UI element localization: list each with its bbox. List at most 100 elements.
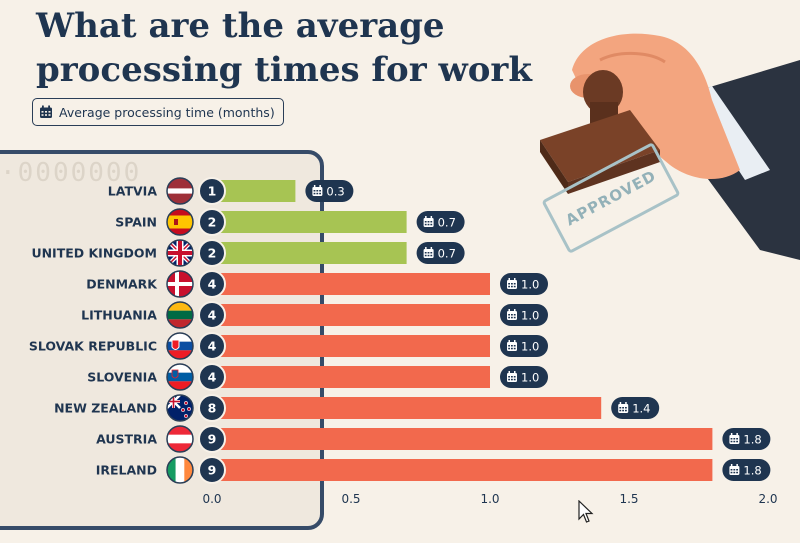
bar	[212, 366, 490, 388]
rank-label: 2	[208, 215, 217, 230]
rank-badge: 4	[198, 363, 226, 391]
calendar-icon	[312, 185, 323, 196]
value-badge: 0.3	[305, 180, 354, 202]
bar-row: SLOVAK REPUBLIC 4 1.0	[29, 332, 548, 360]
calendar-icon	[423, 247, 434, 258]
rank-label: 9	[208, 432, 217, 447]
mouse-cursor-icon	[578, 500, 594, 523]
rank-badge: 2	[198, 239, 226, 267]
latvia-flag-icon	[166, 177, 194, 205]
rank-badge: 8	[198, 394, 226, 422]
bar	[212, 273, 490, 295]
rank-badge: 9	[198, 425, 226, 453]
rank-label: 2	[208, 246, 217, 261]
value-label: 0.7	[438, 247, 456, 261]
ireland-flag-icon	[166, 456, 194, 484]
value-badge: 0.7	[416, 242, 465, 264]
calendar-icon	[507, 371, 517, 382]
bar	[212, 242, 407, 264]
rank-badge: 1	[198, 177, 226, 205]
new-zealand-flag-icon	[166, 394, 194, 422]
united-kingdom-flag-icon	[166, 239, 194, 267]
bar-row: AUSTRIA 9 1.8	[96, 425, 771, 453]
value-label: 1.0	[521, 371, 539, 385]
legend-label: Average processing time (months)	[59, 104, 275, 120]
category-label: UNITED KINGDOM	[31, 246, 157, 261]
bar-row: SLOVENIA 4 1.0	[87, 363, 548, 391]
value-label: 1.0	[521, 278, 539, 292]
category-label: SLOVAK REPUBLIC	[29, 339, 157, 354]
value-label: 1.8	[743, 433, 761, 447]
x-tick-label: 1.5	[619, 492, 638, 506]
rank-label: 4	[208, 308, 217, 323]
category-label: DENMARK	[86, 277, 158, 292]
x-tick-label: 2.0	[758, 492, 777, 506]
value-label: 1.4	[632, 402, 650, 416]
value-badge: 1.0	[500, 304, 548, 326]
bar-row: LATVIA 1 0.3	[108, 177, 354, 205]
value-label: 1.8	[743, 464, 761, 478]
bar	[212, 335, 490, 357]
value-label: 0.7	[438, 216, 456, 230]
slovenia-flag-icon	[166, 363, 194, 391]
calendar-icon	[507, 278, 517, 289]
passport-pattern: ·0000000	[0, 158, 142, 188]
category-label: LITHUANIA	[81, 308, 157, 323]
category-label: AUSTRIA	[96, 432, 157, 447]
austria-flag-icon	[166, 425, 194, 453]
calendar-icon	[507, 340, 517, 351]
rank-label: 4	[208, 277, 217, 292]
value-badge: 0.7	[416, 211, 465, 233]
bar-row: SPAIN 2 0.7	[115, 208, 465, 236]
x-tick-label: 1.0	[480, 492, 499, 506]
category-label: LATVIA	[108, 184, 158, 199]
lithuania-flag-icon	[166, 301, 194, 329]
calendar-icon	[40, 105, 52, 118]
calendar-icon	[423, 216, 434, 227]
bar	[212, 211, 407, 233]
category-label: SLOVENIA	[87, 370, 157, 385]
value-label: 1.0	[521, 340, 539, 354]
rank-badge: 9	[198, 456, 226, 484]
value-badge: 1.8	[722, 459, 771, 481]
value-badge: 1.4	[611, 397, 660, 419]
value-badge: 1.8	[722, 428, 771, 450]
x-tick-label: 0.0	[202, 492, 221, 506]
rank-label: 9	[208, 463, 217, 478]
value-badge: 1.0	[500, 366, 548, 388]
value-badge: 1.0	[500, 273, 548, 295]
rank-label: 4	[208, 370, 217, 385]
bar-row: IRELAND 9 1.8	[96, 456, 771, 484]
rank-badge: 4	[198, 332, 226, 360]
category-label: NEW ZEALAND	[54, 401, 157, 416]
bar-row: UNITED KINGDOM 2 0.7	[31, 239, 465, 267]
rank-label: 4	[208, 339, 217, 354]
rank-badge: 4	[198, 301, 226, 329]
slovakia-flag-icon	[166, 332, 194, 360]
rank-badge: 2	[198, 208, 226, 236]
rank-badge: 4	[198, 270, 226, 298]
bar-row: LITHUANIA 4 1.0	[81, 301, 548, 329]
legend: Average processing time (months)	[32, 98, 284, 126]
value-label: 0.3	[326, 185, 344, 199]
rank-label: 1	[208, 184, 217, 199]
calendar-icon	[729, 464, 740, 475]
value-badge: 1.0	[500, 335, 548, 357]
calendar-icon	[618, 402, 629, 413]
bar	[212, 459, 713, 481]
bar	[212, 304, 490, 326]
calendar-icon	[729, 433, 740, 444]
denmark-flag-icon	[166, 270, 194, 298]
calendar-icon	[507, 309, 517, 320]
bar	[212, 397, 602, 419]
value-label: 1.0	[521, 309, 539, 323]
spain-flag-icon	[166, 208, 194, 236]
bar-row: NEW ZEALAND 8 1.4	[54, 394, 660, 422]
bar	[212, 428, 713, 450]
x-tick-label: 0.5	[341, 492, 360, 506]
category-label: IRELAND	[96, 463, 157, 478]
bar	[212, 180, 296, 202]
